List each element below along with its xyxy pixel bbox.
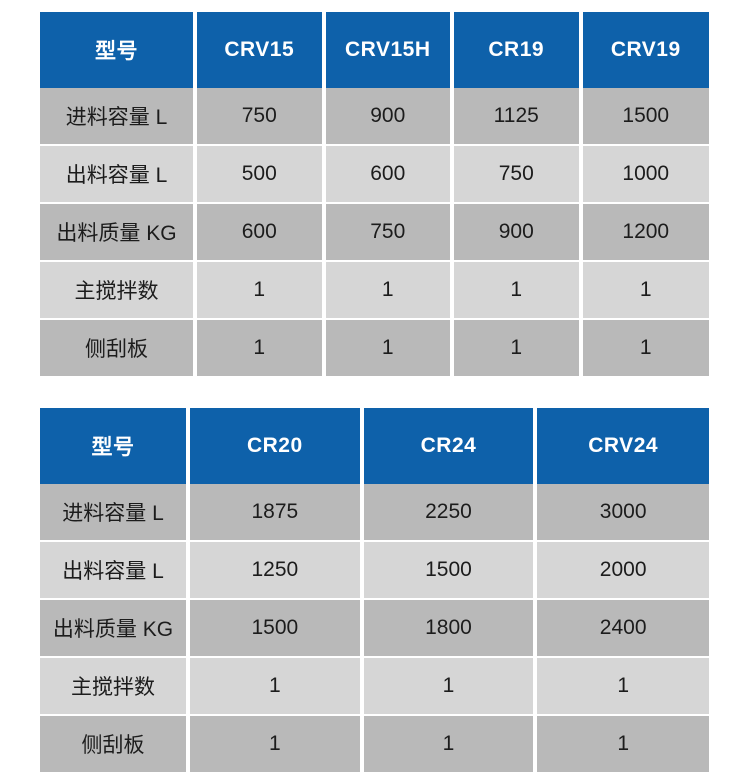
spec-value-cell: 900 bbox=[452, 202, 583, 261]
spec-value-cell: 1200 bbox=[580, 202, 709, 261]
table-row: 出料容量 L 1250 1500 2000 bbox=[40, 540, 709, 599]
spec-value-cell: 1 bbox=[580, 260, 709, 319]
spec-value-cell: 1 bbox=[580, 318, 709, 376]
spec-value-cell: 1500 bbox=[580, 88, 709, 145]
table-row: 出料质量 KG 600 750 900 1200 bbox=[40, 202, 709, 261]
model-column-header: CR20 bbox=[188, 408, 364, 484]
table-row: 侧刮板 1 1 1 bbox=[40, 714, 709, 772]
spec-value-cell: 2250 bbox=[361, 484, 538, 541]
spec-value-cell: 1500 bbox=[361, 540, 538, 599]
spec-row-label: 侧刮板 bbox=[40, 318, 197, 376]
spec-value-cell: 1800 bbox=[361, 598, 538, 657]
spec-row-label: 出料质量 KG bbox=[40, 202, 197, 261]
spec-row-label: 出料质量 KG bbox=[40, 598, 190, 657]
table-header-row: 型号 CR20 CR24 CRV24 bbox=[40, 408, 709, 484]
spec-value-cell: 750 bbox=[323, 202, 454, 261]
spec-table-small-models: 型号 CRV15 CRV15H CR19 CRV19 进料容量 L 750 900 1125 1… bbox=[40, 12, 709, 376]
spec-value-cell: 750 bbox=[452, 144, 583, 203]
spec-label-column-header: 型号 bbox=[40, 12, 197, 88]
spec-value-cell: 1 bbox=[188, 714, 364, 772]
spec-value-cell: 1 bbox=[323, 318, 454, 376]
spec-row-label: 进料容量 L bbox=[40, 484, 190, 541]
spec-value-cell: 1125 bbox=[452, 88, 583, 145]
table-header-row: 型号 CRV15 CRV15H CR19 CRV19 bbox=[40, 12, 709, 88]
spec-value-cell: 1250 bbox=[188, 540, 364, 599]
spec-value-cell: 1 bbox=[361, 714, 538, 772]
spec-value-cell: 600 bbox=[195, 202, 326, 261]
spec-value-cell: 1500 bbox=[188, 598, 364, 657]
spec-value-cell: 2000 bbox=[535, 540, 709, 599]
spec-value-cell: 1000 bbox=[580, 144, 709, 203]
table-row: 主搅拌数 1 1 1 bbox=[40, 656, 709, 715]
spec-value-cell: 1 bbox=[535, 714, 709, 772]
table-row: 出料质量 KG 1500 1800 2400 bbox=[40, 598, 709, 657]
model-column-header: CR19 bbox=[452, 12, 583, 88]
spec-row-label: 主搅拌数 bbox=[40, 656, 190, 715]
spec-value-cell: 1 bbox=[195, 318, 326, 376]
spec-value-cell: 1 bbox=[323, 260, 454, 319]
table-row: 主搅拌数 1 1 1 1 bbox=[40, 260, 709, 319]
spec-value-cell: 750 bbox=[195, 88, 326, 145]
spec-value-cell: 1 bbox=[188, 656, 364, 715]
table-row: 进料容量 L 750 900 1125 1500 bbox=[40, 88, 709, 145]
spec-value-cell: 1 bbox=[535, 656, 709, 715]
model-column-header: CRV19 bbox=[580, 12, 709, 88]
spec-row-label: 出料容量 L bbox=[40, 144, 197, 203]
table-row: 进料容量 L 1875 2250 3000 bbox=[40, 484, 709, 541]
model-column-header: CR24 bbox=[361, 408, 538, 484]
spec-row-label: 出料容量 L bbox=[40, 540, 190, 599]
spec-row-label: 主搅拌数 bbox=[40, 260, 197, 319]
model-column-header: CRV15H bbox=[323, 12, 454, 88]
spec-table-large-models: 型号 CR20 CR24 CRV24 进料容量 L 1875 2250 3000 出料容量 L… bbox=[40, 408, 709, 772]
spec-value-cell: 1875 bbox=[188, 484, 364, 541]
table-row: 侧刮板 1 1 1 1 bbox=[40, 318, 709, 376]
model-column-header: CRV15 bbox=[195, 12, 326, 88]
spec-value-cell: 600 bbox=[323, 144, 454, 203]
model-column-header: CRV24 bbox=[535, 408, 709, 484]
spec-value-cell: 1 bbox=[452, 260, 583, 319]
spec-value-cell: 1 bbox=[452, 318, 583, 376]
spec-value-cell: 3000 bbox=[535, 484, 709, 541]
table-row: 出料容量 L 500 600 750 1000 bbox=[40, 144, 709, 203]
spec-value-cell: 900 bbox=[323, 88, 454, 145]
spec-row-label: 侧刮板 bbox=[40, 714, 190, 772]
spec-value-cell: 2400 bbox=[535, 598, 709, 657]
spec-label-column-header: 型号 bbox=[40, 408, 190, 484]
spec-value-cell: 1 bbox=[361, 656, 538, 715]
spec-row-label: 进料容量 L bbox=[40, 88, 197, 145]
spec-value-cell: 500 bbox=[195, 144, 326, 203]
spec-value-cell: 1 bbox=[195, 260, 326, 319]
